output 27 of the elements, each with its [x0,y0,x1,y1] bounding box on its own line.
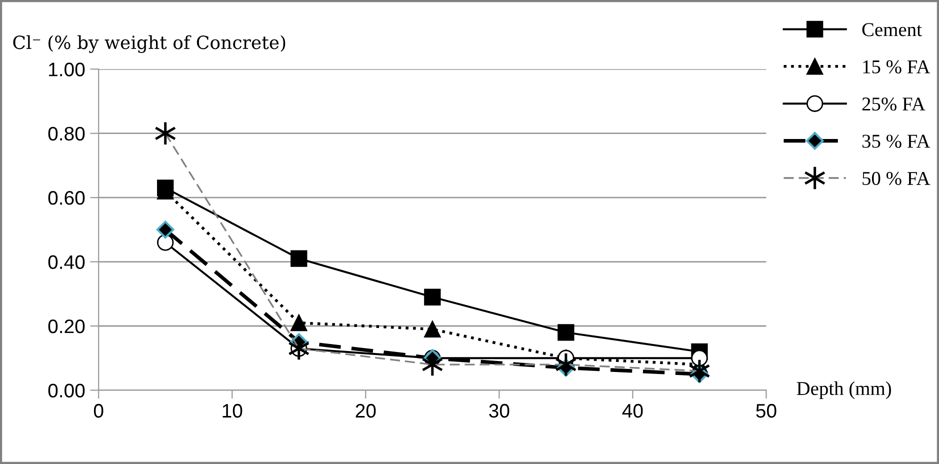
legend-label: 50 % FA [862,172,930,186]
x-tick-label: 0 [94,404,104,418]
x-tick-label: 10 [222,404,242,418]
point [691,350,708,366]
point [424,320,441,338]
y-tick-label: 0.60 [48,191,85,205]
point [290,314,308,332]
x-axis-title: Depth (mm) [796,381,891,400]
y-tick-label: 0.20 [48,319,85,334]
legend-label: 25% FA [862,97,926,111]
x-tick-label: 40 [622,404,643,418]
y-tick-label: 0.00 [48,384,85,398]
y-tick-label: 1.00 [49,62,85,76]
point [290,250,308,267]
legend-label: 15 % FA [863,60,930,74]
legend-label: Cement [862,23,922,36]
x-tick-label: 20 [356,404,376,418]
point [424,288,441,306]
x-tick-label: 50 [756,404,776,418]
y-tick-label: 0.40 [48,255,85,270]
y-axis-title: Cl⁻ (% by weight of Concrete) [13,35,286,53]
point [156,220,174,239]
point [558,324,574,341]
x-tick-label: 30 [489,404,510,418]
y-tick-label: 0.80 [48,126,85,141]
point [157,234,174,251]
legend-label: 35 % FA [862,134,930,148]
